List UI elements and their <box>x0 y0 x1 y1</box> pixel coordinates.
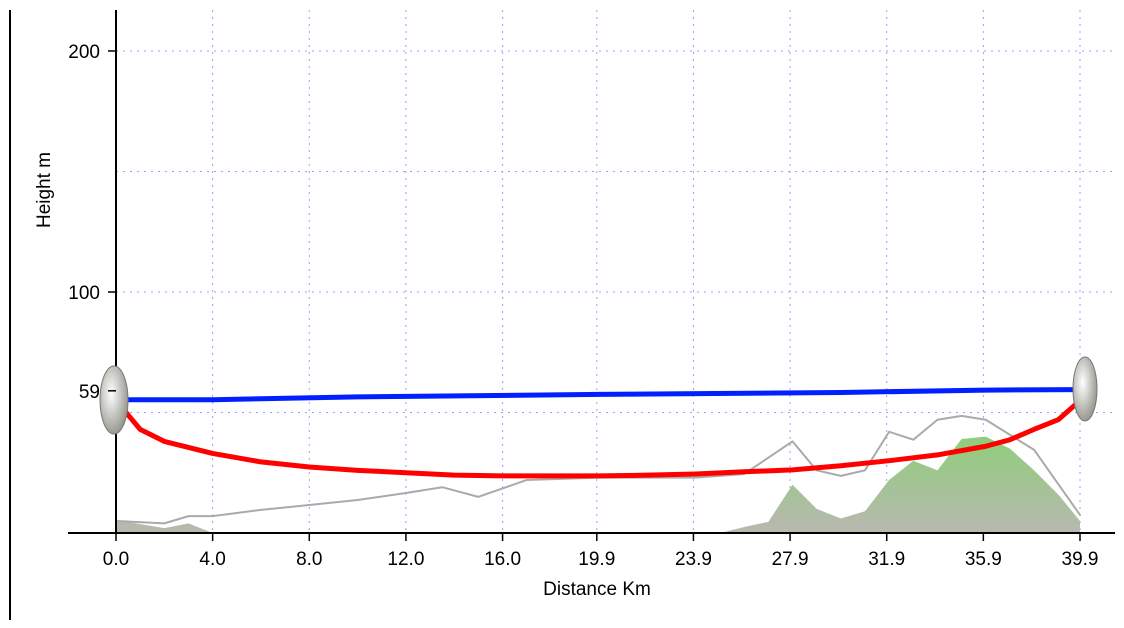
x-tick-label: 39.9 <box>1062 549 1099 570</box>
y-tick-label: 200 <box>68 42 100 63</box>
y-tick-label: 59 <box>79 382 100 403</box>
x-axis-title: Distance Km <box>543 579 651 600</box>
y-tick-label: 100 <box>68 283 100 304</box>
x-tick-label: 27.9 <box>772 549 809 570</box>
chart: Height m Distance Km 0.0 4.0 8.0 12.0 16.0 19… <box>0 0 1124 623</box>
x-tick-label: 8.0 <box>296 549 322 570</box>
y-axis-title: Height m <box>34 152 55 228</box>
profile-line <box>116 400 1080 475</box>
antenna-left <box>100 366 128 434</box>
terrain-area <box>116 437 1080 533</box>
profile-line <box>116 390 1080 400</box>
x-tick-label: 19.9 <box>578 549 615 570</box>
antenna-right <box>1073 357 1097 421</box>
x-tick-label: 31.9 <box>868 549 905 570</box>
x-tick-label: 23.9 <box>675 549 712 570</box>
x-tick-label: 16.0 <box>484 549 521 570</box>
x-tick-label: 35.9 <box>965 549 1002 570</box>
x-tick-label: 4.0 <box>199 549 225 570</box>
x-tick-label: 0.0 <box>103 549 129 570</box>
x-tick-label: 12.0 <box>387 549 424 570</box>
